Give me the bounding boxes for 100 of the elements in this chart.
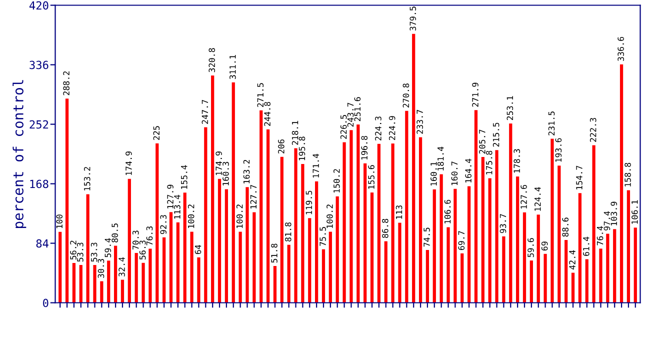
data-label: 76.4 bbox=[596, 226, 604, 246]
bar bbox=[128, 178, 131, 303]
bar bbox=[114, 246, 118, 303]
bar bbox=[294, 148, 298, 303]
bar bbox=[58, 232, 62, 303]
data-label: 225 bbox=[153, 126, 160, 140]
data-label: 218.1 bbox=[292, 120, 298, 145]
data-label: 127.9 bbox=[167, 184, 174, 208]
bar bbox=[328, 232, 332, 303]
data-label: 53.3 bbox=[77, 242, 84, 262]
bar bbox=[488, 178, 492, 303]
bar bbox=[454, 188, 457, 303]
bar bbox=[169, 212, 173, 303]
bar bbox=[536, 214, 540, 303]
data-label: 160.7 bbox=[451, 162, 458, 186]
data-label: 113.4 bbox=[174, 194, 180, 219]
data-label: 231.5 bbox=[548, 112, 555, 136]
data-label: 243.7 bbox=[347, 102, 354, 127]
data-label: 61.4 bbox=[583, 236, 590, 256]
bar bbox=[246, 187, 249, 303]
data-label: 127.6 bbox=[520, 184, 527, 209]
bar bbox=[620, 64, 624, 303]
data-label: 88.6 bbox=[562, 218, 569, 237]
bar bbox=[342, 142, 346, 303]
bar bbox=[156, 143, 159, 303]
data-label: 75.5 bbox=[320, 227, 326, 246]
bar bbox=[599, 248, 602, 303]
bar bbox=[564, 240, 568, 303]
bar bbox=[148, 248, 152, 303]
bar bbox=[634, 228, 637, 303]
data-label: 53.3 bbox=[90, 242, 98, 262]
bar bbox=[391, 143, 394, 303]
data-label: 271.9 bbox=[472, 82, 478, 107]
data-label: 100 bbox=[56, 214, 63, 228]
data-label: 103.9 bbox=[610, 202, 618, 226]
bar bbox=[432, 189, 436, 303]
bar bbox=[218, 178, 222, 303]
data-label: 379.5 bbox=[410, 6, 416, 31]
data-label: 320.8 bbox=[208, 48, 216, 72]
data-label: 158.8 bbox=[624, 162, 631, 186]
bar bbox=[530, 260, 533, 303]
data-label: 195.8 bbox=[298, 136, 306, 160]
bar bbox=[273, 266, 277, 303]
data-label: 193.6 bbox=[555, 138, 562, 162]
bar bbox=[592, 145, 596, 303]
data-label: 222.3 bbox=[590, 118, 596, 142]
data-label: 106.6 bbox=[444, 200, 451, 224]
data-label: 196.8 bbox=[361, 136, 368, 160]
data-label: 336.6 bbox=[618, 36, 624, 61]
bar bbox=[211, 76, 214, 303]
bar bbox=[384, 241, 388, 303]
bar bbox=[197, 257, 200, 303]
data-label: 51.8 bbox=[271, 244, 278, 263]
bar bbox=[544, 254, 547, 303]
bar bbox=[65, 98, 69, 303]
data-label: 97.4 bbox=[604, 211, 610, 230]
data-label: 30.3 bbox=[98, 259, 104, 278]
y-axis-title: percent of control bbox=[12, 80, 26, 228]
data-label: 69 bbox=[541, 242, 548, 250]
bar bbox=[93, 264, 96, 303]
data-label: 56.2 bbox=[70, 240, 76, 260]
bar bbox=[502, 236, 506, 303]
data-label: 233.7 bbox=[416, 110, 423, 134]
data-label: 160.1 bbox=[430, 162, 437, 186]
bar bbox=[238, 232, 242, 303]
bar bbox=[364, 163, 367, 303]
bar bbox=[183, 192, 186, 303]
data-label: 206 bbox=[278, 139, 284, 154]
bar bbox=[550, 138, 554, 303]
bar bbox=[224, 189, 228, 303]
y-tick-label: 252 bbox=[30, 120, 48, 129]
bar bbox=[585, 259, 588, 303]
bar bbox=[398, 222, 402, 303]
data-label: 247.7 bbox=[202, 100, 208, 124]
bar bbox=[232, 82, 235, 303]
bar bbox=[120, 280, 124, 303]
bar bbox=[446, 227, 450, 303]
bar bbox=[481, 157, 484, 303]
data-label: 270.8 bbox=[402, 84, 410, 108]
bar bbox=[280, 156, 284, 303]
bar bbox=[266, 129, 270, 303]
bar bbox=[176, 222, 180, 303]
y-tick-label: 0 bbox=[43, 298, 48, 308]
data-label: 155.4 bbox=[181, 165, 188, 189]
data-label: 174.9 bbox=[126, 152, 132, 176]
data-label: 288.2 bbox=[63, 71, 70, 96]
data-label: 171.4 bbox=[312, 154, 319, 178]
data-label: 32.4 bbox=[118, 257, 125, 276]
bar bbox=[522, 212, 526, 303]
data-label: 100.2 bbox=[236, 204, 243, 228]
y-tick-label: 336 bbox=[30, 60, 48, 70]
bar bbox=[79, 264, 82, 303]
data-label: 224.9 bbox=[388, 116, 396, 140]
data-label: 106.1 bbox=[632, 200, 638, 224]
data-label: 42.4 bbox=[569, 250, 576, 270]
data-label: 92.3 bbox=[160, 215, 167, 234]
data-label: 154.7 bbox=[576, 166, 582, 190]
bar bbox=[626, 190, 630, 303]
data-label: 181.4 bbox=[437, 146, 444, 170]
data-label: 100.2 bbox=[188, 204, 194, 228]
